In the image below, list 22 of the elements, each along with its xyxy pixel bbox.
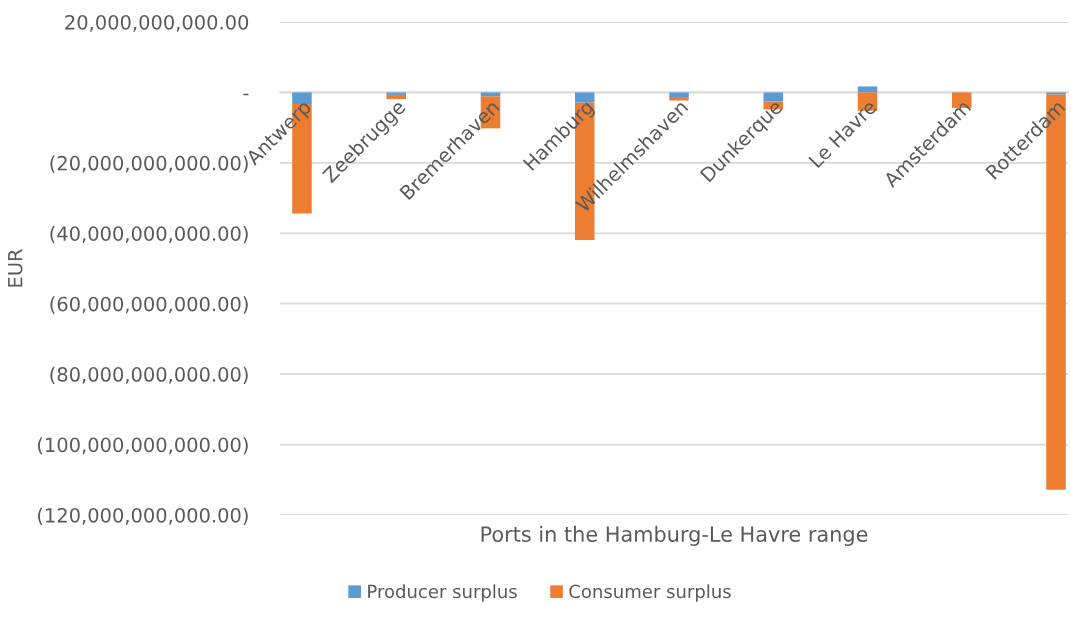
y-tick-label: 20,000,000,000.00 bbox=[65, 14, 249, 32]
legend-label: Producer surplus bbox=[368, 584, 517, 602]
x-axis-title: Ports in the Hamburg-Le Havre range bbox=[481, 525, 868, 547]
bar bbox=[669, 97, 689, 101]
bar bbox=[386, 94, 406, 100]
y-tick-label: (120,000,000,000.00) bbox=[38, 507, 248, 525]
y-tick-label: (100,000,000,000.00) bbox=[38, 437, 248, 455]
y-tick-label: (60,000,000,000.00) bbox=[50, 296, 248, 314]
y-tick-label: (20,000,000,000.00) bbox=[50, 155, 248, 173]
y-axis-title: EUR bbox=[8, 249, 23, 287]
y-tick-label: (80,000,000,000.00) bbox=[50, 366, 248, 385]
bar bbox=[386, 92, 406, 95]
bar bbox=[1046, 92, 1066, 95]
bar bbox=[574, 92, 595, 103]
y-tick-label: (40,000,000,000.00) bbox=[50, 225, 248, 244]
bar bbox=[292, 92, 312, 105]
bar bbox=[857, 86, 878, 93]
bar bbox=[669, 92, 689, 98]
legend-label: Consumer surplus bbox=[569, 584, 731, 602]
bar bbox=[480, 92, 501, 97]
bar bbox=[763, 92, 784, 102]
y-tick-label: - bbox=[243, 93, 249, 96]
